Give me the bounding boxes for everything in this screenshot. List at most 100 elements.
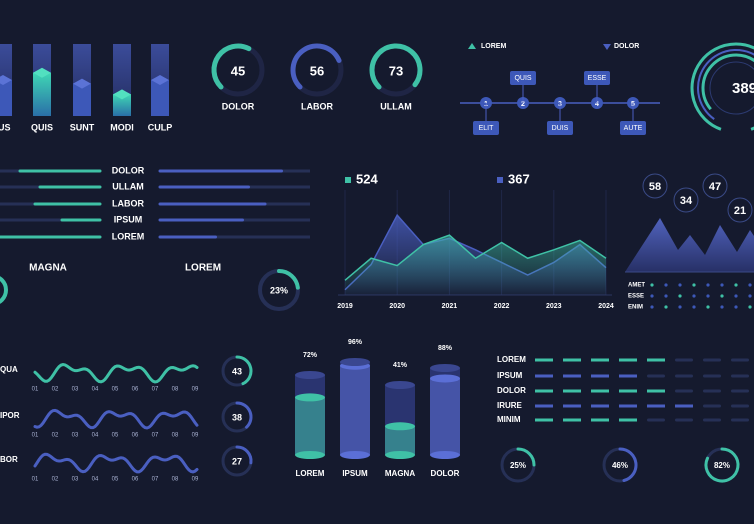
cylinder-level [295, 393, 325, 402]
dash-track [703, 389, 721, 393]
dash-track [647, 418, 665, 422]
dash-track [731, 358, 749, 362]
bar-label: QUIS [31, 122, 53, 132]
donut-label: 82% [714, 461, 730, 470]
legend-swatch [345, 177, 351, 183]
donut-arc [235, 401, 253, 429]
wave-tick: 05 [112, 387, 119, 393]
cylinder-fill [295, 397, 325, 455]
ring-arc [690, 42, 754, 131]
gauge-value: 73 [389, 63, 403, 78]
wave-tick: 03 [72, 477, 79, 483]
cylinder-bottom [430, 451, 460, 459]
x-tick-label: 2020 [389, 303, 405, 310]
dot [706, 305, 710, 309]
x-tick-label: 2023 [546, 303, 562, 310]
dash-track [731, 374, 749, 378]
bar-label: MODI [110, 122, 134, 132]
wave-tick: 08 [172, 387, 179, 393]
legend-value: 524 [356, 171, 378, 186]
peak-shape [625, 218, 754, 272]
dash-track [703, 358, 721, 362]
dash-track [731, 404, 749, 408]
bar-cap [151, 75, 169, 85]
dash-track [731, 418, 749, 422]
cylinder-bottom [295, 451, 325, 459]
bar-label: IUS [0, 122, 11, 132]
ring-arc [701, 53, 754, 111]
dot [678, 294, 682, 298]
tag-label: AUTE [624, 125, 643, 132]
wave-tick: 06 [132, 477, 139, 483]
bar-cap [113, 89, 131, 100]
gauge-label: DOLOR [222, 101, 255, 111]
cylinder-top [385, 381, 415, 389]
dot [720, 283, 724, 287]
cylinder-level [430, 374, 460, 383]
timeline-step-label: 4 [595, 101, 599, 108]
dot [734, 305, 738, 309]
bar [113, 94, 131, 116]
tag-label: ELIT [479, 125, 495, 132]
wave-label: QUA [0, 365, 18, 374]
cylinder-label: LOREM [296, 469, 325, 478]
cylinder-bottom [385, 451, 415, 459]
cylinder-top [340, 358, 370, 366]
dash-track [675, 389, 693, 393]
wave-tick: 07 [152, 433, 159, 439]
legend-label: LOREM [481, 43, 506, 50]
hbar-label: LABOR [112, 198, 144, 208]
wave-tick: 06 [132, 433, 139, 439]
area-fill [345, 235, 606, 295]
dash-track [731, 389, 749, 393]
wave-line [33, 363, 199, 384]
donut-label: 23% [270, 285, 288, 295]
bubble [702, 173, 728, 199]
cylinder-top [430, 364, 460, 372]
dot [692, 305, 696, 309]
cylinder-value: 88% [438, 345, 453, 352]
bubble-value: 47 [709, 181, 721, 193]
donut-arc [235, 445, 253, 465]
hbar-label: DOLOR [112, 165, 145, 175]
bar [151, 80, 169, 116]
dot [692, 294, 696, 298]
legend-swatch [497, 177, 503, 183]
wave-tick: 03 [72, 433, 79, 439]
gauge-label: ULLAM [380, 101, 412, 111]
cylinder-value: 41% [393, 362, 408, 369]
donut-arc [516, 447, 536, 467]
wave-tick: 05 [112, 433, 119, 439]
tag-box [584, 71, 610, 85]
ring-core [709, 61, 754, 115]
legend-value: 367 [508, 171, 530, 186]
dot [720, 294, 724, 298]
tag-box [473, 121, 499, 135]
wave-tick: 09 [192, 387, 199, 393]
wave-value: 43 [232, 366, 242, 376]
dot [720, 305, 724, 309]
dash-label: IRURE [497, 401, 523, 410]
tag-label: ESSE [588, 75, 607, 82]
dash-label: LOREM [497, 355, 526, 364]
dash-track [703, 404, 721, 408]
x-tick-label: 2019 [337, 303, 353, 310]
x-tick-label: 2021 [442, 303, 458, 310]
legend-label: DOLOR [614, 43, 639, 50]
dot [650, 305, 654, 309]
dash-track [703, 418, 721, 422]
donut-label: 46% [612, 461, 628, 470]
donut-arc [235, 355, 253, 386]
dot [664, 305, 668, 309]
bubble-value: 34 [680, 195, 693, 207]
dash-track [675, 358, 693, 362]
dot [650, 294, 654, 298]
cylinder-value: 96% [348, 339, 363, 346]
wave-tick: 08 [172, 477, 179, 483]
area-line [344, 234, 607, 281]
legend-marker [603, 44, 611, 50]
ring-value: 389 [732, 80, 754, 97]
ring-arc [697, 49, 754, 120]
bubble [673, 187, 699, 213]
donut-arc [704, 447, 740, 483]
